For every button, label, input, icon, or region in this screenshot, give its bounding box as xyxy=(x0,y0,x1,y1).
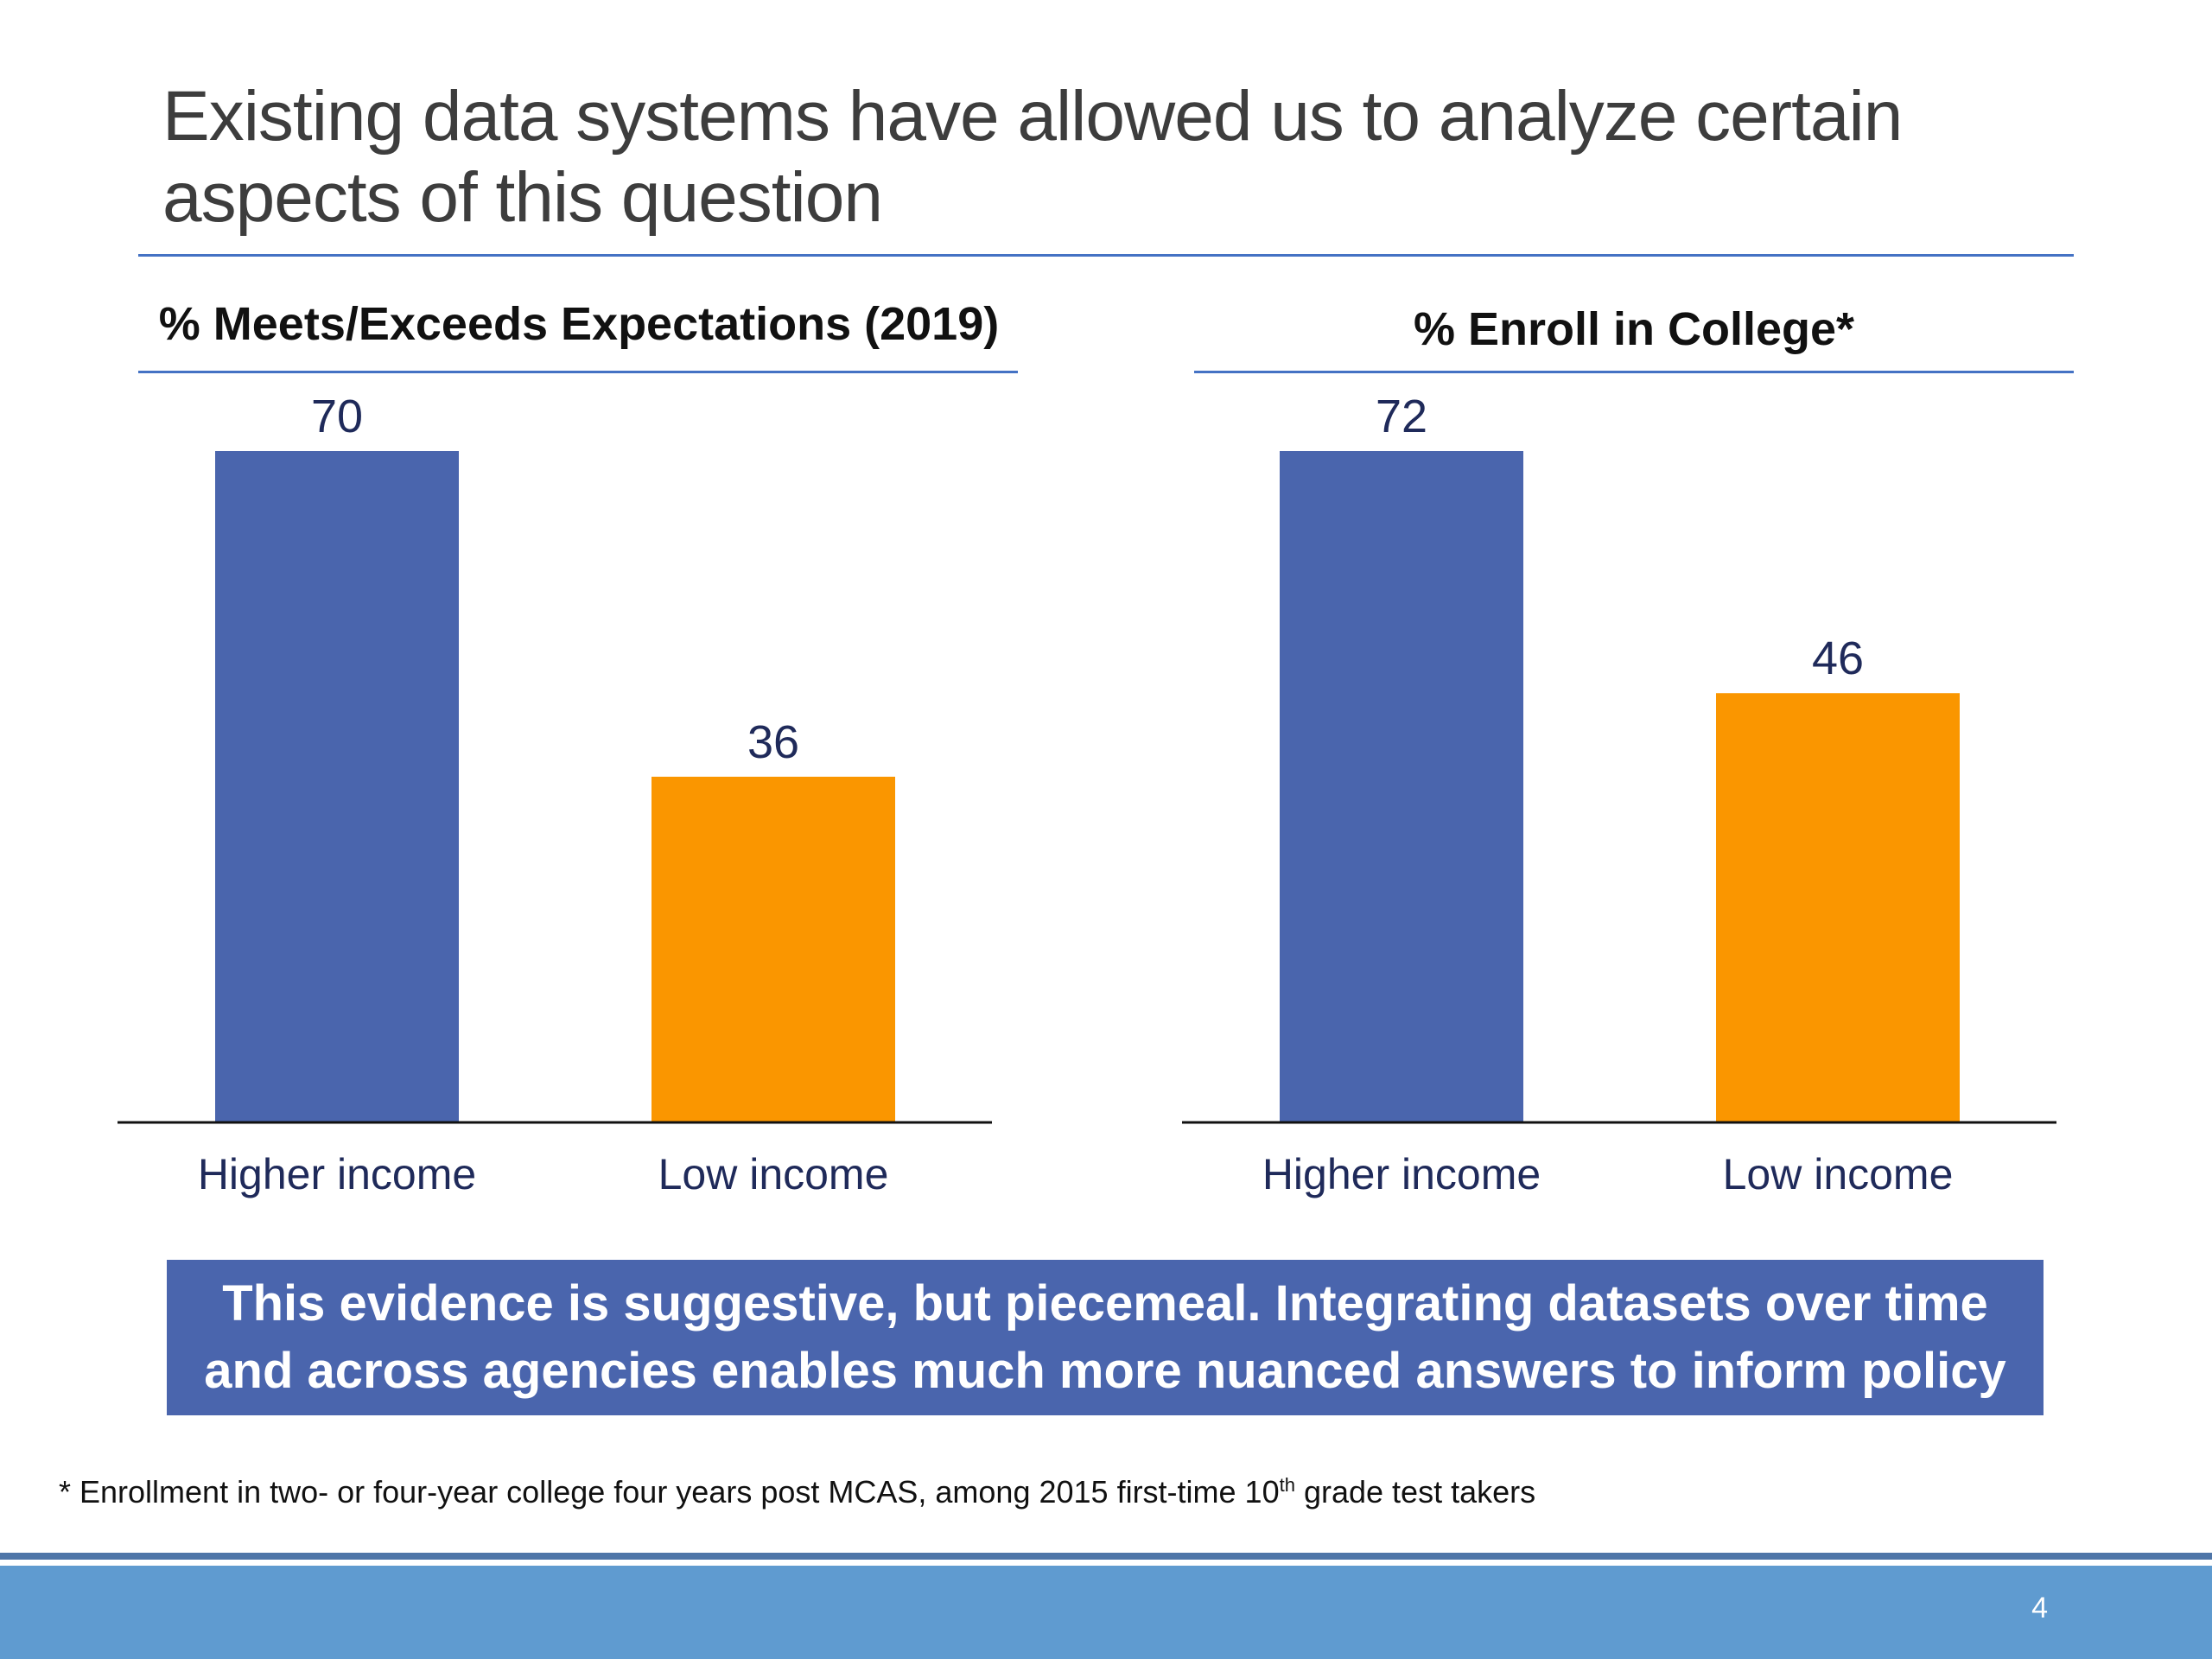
chart-2: 72 Higher income 46 Low income xyxy=(1182,391,2056,1198)
bar-low-income xyxy=(652,776,895,1122)
footnote-superscript: th xyxy=(1279,1474,1295,1496)
chart-1-title-rule xyxy=(138,371,1018,373)
footnote: * Enrollment in two- or four-year colleg… xyxy=(59,1474,1535,1510)
bar-value-label: 46 xyxy=(1812,632,1864,684)
category-label: Higher income xyxy=(198,1150,476,1198)
category-label: Low income xyxy=(658,1150,889,1198)
footnote-text: * Enrollment in two- or four-year colleg… xyxy=(59,1474,1280,1510)
bar-value-label: 70 xyxy=(311,391,363,442)
chart-1-title: % Meets/Exceeds Expectations (2019) xyxy=(158,298,1000,350)
footer-line xyxy=(0,1553,2212,1560)
chart-2-title: % Enroll in College* xyxy=(1413,303,1855,355)
callout-box: This evidence is suggestive, but pieceme… xyxy=(167,1260,2044,1415)
category-label: Higher income xyxy=(1262,1150,1541,1198)
title-rule xyxy=(138,254,2074,257)
page-number: 4 xyxy=(2031,1592,2048,1624)
slide-title: Existing data systems have allowed us to… xyxy=(162,77,1903,237)
bar-value-label: 72 xyxy=(1376,391,1427,442)
callout-text: This evidence is suggestive, but pieceme… xyxy=(204,1275,2006,1399)
footer-band xyxy=(0,1566,2212,1659)
footer-line-light xyxy=(0,1560,2212,1566)
chart-1: 70 Higher income 36 Low income xyxy=(118,391,992,1198)
bar-low-income xyxy=(1716,693,1960,1122)
chart-2-title-rule xyxy=(1194,371,2074,373)
bar-value-label: 36 xyxy=(747,716,799,768)
category-label: Low income xyxy=(1723,1150,1954,1198)
bar-higher-income xyxy=(215,451,459,1122)
bar-higher-income xyxy=(1280,451,1523,1122)
footnote-suffix: grade test takers xyxy=(1294,1474,1536,1510)
